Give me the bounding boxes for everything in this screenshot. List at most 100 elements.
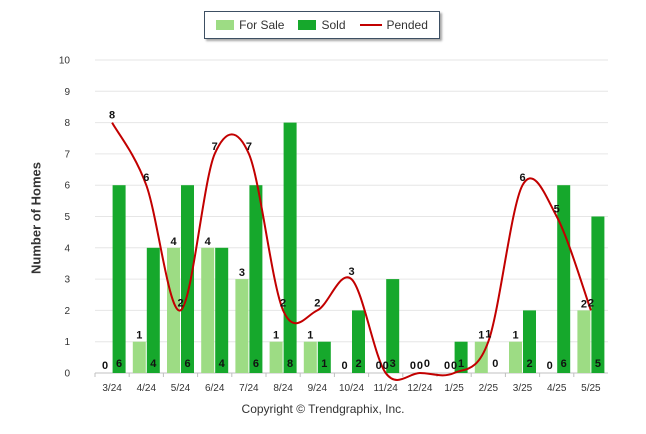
- x-tick-label: 11/24: [374, 383, 399, 394]
- label-for-sale: 0: [341, 360, 347, 372]
- y-tick-label: 3: [64, 275, 70, 286]
- y-axis-label: Number of Homes: [28, 162, 44, 274]
- x-tick-label: 2/25: [479, 383, 499, 394]
- label-for-sale: 0: [547, 360, 553, 372]
- y-tick-label: 4: [64, 243, 70, 254]
- y-tick-label: 6: [64, 181, 70, 192]
- legend-label-sold: Sold: [321, 18, 346, 32]
- bar-for-sale: [235, 279, 249, 373]
- bar-for-sale: [577, 310, 591, 373]
- label-sold: 0: [424, 358, 430, 370]
- label-for-sale: 1: [136, 330, 142, 342]
- y-tick-label: 9: [64, 87, 70, 98]
- y-tick-label: 0: [64, 369, 70, 380]
- label-sold: 5: [595, 358, 601, 370]
- label-pended: 5: [554, 204, 560, 216]
- label-for-sale: 1: [478, 330, 484, 342]
- bar-sold: [352, 310, 365, 373]
- bar-sold: [317, 341, 331, 373]
- label-for-sale: 0: [102, 360, 108, 372]
- label-pended: 2: [177, 297, 183, 309]
- label-pended: 7: [246, 141, 252, 153]
- label-sold: 8: [287, 358, 293, 370]
- copyright-text: Copyright © Trendgraphix, Inc.: [241, 402, 405, 416]
- label-sold: 3: [390, 358, 396, 370]
- x-tick-label: 7/24: [239, 383, 259, 394]
- x-tick-label: 12/24: [407, 383, 432, 394]
- bar-sold: [523, 310, 536, 373]
- label-pended: 6: [143, 172, 149, 184]
- label-sold: 6: [253, 358, 259, 370]
- bar-sold: [591, 216, 605, 373]
- label-sold: 2: [526, 358, 532, 370]
- y-axis-ticks: 0 1 2 3 4 5 6 7 8 9 10: [59, 56, 71, 380]
- legend-item-pended[interactable]: Pended: [359, 18, 428, 32]
- bars-group: [112, 122, 605, 373]
- x-tick-label: 4/25: [547, 383, 567, 394]
- label-sold: 2: [355, 358, 361, 370]
- pended-line: [111, 122, 592, 381]
- legend-swatch-sold: [298, 20, 317, 30]
- pended-line-group: [111, 122, 592, 381]
- label-for-sale: 0: [376, 360, 382, 372]
- label-for-sale: 1: [273, 330, 279, 342]
- x-tick-label: 8/24: [273, 383, 293, 394]
- label-sold: 6: [184, 358, 190, 370]
- x-tick-label: 6/24: [205, 383, 225, 394]
- bar-sold: [181, 185, 194, 373]
- bar-for-sale: [132, 341, 146, 373]
- x-tick-label: 1/25: [444, 383, 464, 394]
- y-tick-label: 7: [64, 149, 70, 160]
- bar-sold: [557, 185, 571, 373]
- x-axis-ticks: 3/24 4/24 5/24 6/24 7/24 8/24 9/24 10/24 11/24 12…: [94, 373, 601, 394]
- bar-for-sale: [167, 247, 180, 373]
- label-sold: 1: [321, 358, 327, 370]
- label-pended: 2: [314, 297, 320, 309]
- x-tick-label: 4/24: [137, 383, 157, 394]
- x-tick-label: 5/24: [171, 383, 191, 394]
- label-sold: 4: [219, 358, 226, 370]
- label-sold: 6: [561, 358, 567, 370]
- legend-item-for-sale[interactable]: For Sale: [216, 18, 284, 32]
- label-pended: 1: [485, 329, 491, 341]
- bar-sold: [386, 279, 400, 373]
- label-pended: 0: [451, 360, 457, 372]
- y-tick-label: 8: [64, 118, 70, 129]
- label-pended: 0: [383, 360, 389, 372]
- y-tick-label: 2: [64, 306, 70, 317]
- label-pended: 6: [519, 172, 525, 184]
- bar-for-sale: [201, 247, 215, 373]
- legend-label-pended: Pended: [386, 18, 428, 32]
- label-for-sale: 0: [410, 360, 416, 372]
- label-sold: 0: [492, 358, 498, 370]
- label-pended: 2: [588, 297, 594, 309]
- y-tick-label: 1: [64, 337, 70, 348]
- y-tick-label: 5: [64, 212, 70, 223]
- label-for-sale: 1: [512, 330, 518, 342]
- label-for-sale: 4: [205, 236, 212, 248]
- legend-item-sold[interactable]: Sold: [298, 18, 346, 32]
- y-tick-label: 10: [59, 56, 71, 67]
- label-pended: 2: [280, 297, 286, 309]
- label-for-sale: 2: [581, 298, 587, 310]
- label-for-sale: 4: [170, 236, 177, 248]
- label-for-sale: 0: [444, 360, 450, 372]
- x-tick-label: 3/24: [102, 383, 122, 394]
- label-sold: 6: [116, 358, 122, 370]
- legend-swatch-pended: [359, 24, 382, 26]
- label-pended: 8: [109, 110, 115, 122]
- legend: For Sale Sold Pended: [204, 11, 440, 39]
- bar-sold: [454, 341, 468, 373]
- x-tick-label: 3/25: [513, 383, 533, 394]
- bar-sold: [215, 247, 229, 373]
- bar-sold: [112, 185, 126, 373]
- bar-for-sale: [303, 341, 317, 373]
- label-for-sale: 1: [307, 330, 313, 342]
- bar-sold: [283, 122, 297, 373]
- bar-for-sale: [509, 341, 522, 373]
- legend-label-for-sale: For Sale: [239, 18, 285, 32]
- bar-sold: [146, 247, 160, 373]
- label-pended: 3: [348, 266, 354, 278]
- x-tick-label: 10/24: [339, 383, 364, 394]
